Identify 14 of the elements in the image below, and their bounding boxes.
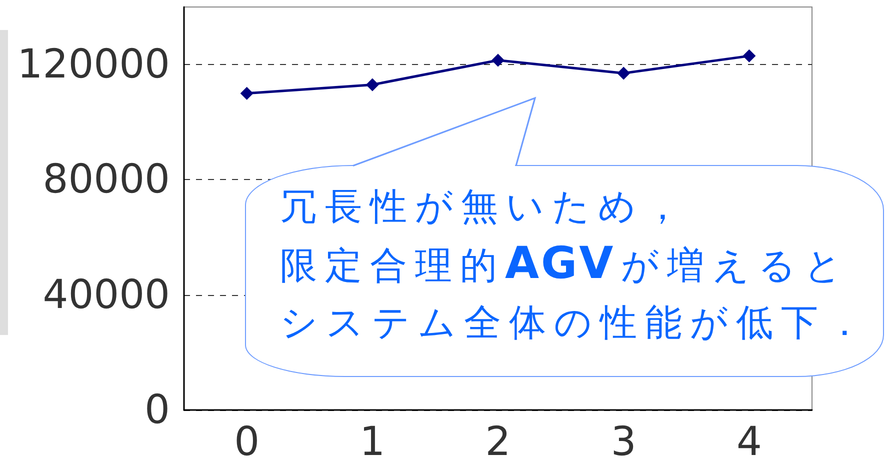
point [492, 54, 504, 67]
y-tick-label: 40000 [42, 272, 170, 318]
y-tick-label: 120000 [17, 42, 170, 88]
y-tick-label: 0 [144, 387, 170, 433]
x-tick-label: 4 [736, 419, 762, 465]
x-tick-label: 0 [234, 419, 260, 465]
x-tick-label: 3 [610, 419, 636, 465]
x-tick-label: 1 [360, 419, 386, 465]
point [366, 78, 379, 92]
y-tick-label: 80000 [42, 156, 170, 203]
x-tick-label: 2 [485, 419, 511, 465]
point [742, 49, 756, 62]
point [617, 66, 630, 80]
point [240, 86, 254, 100]
